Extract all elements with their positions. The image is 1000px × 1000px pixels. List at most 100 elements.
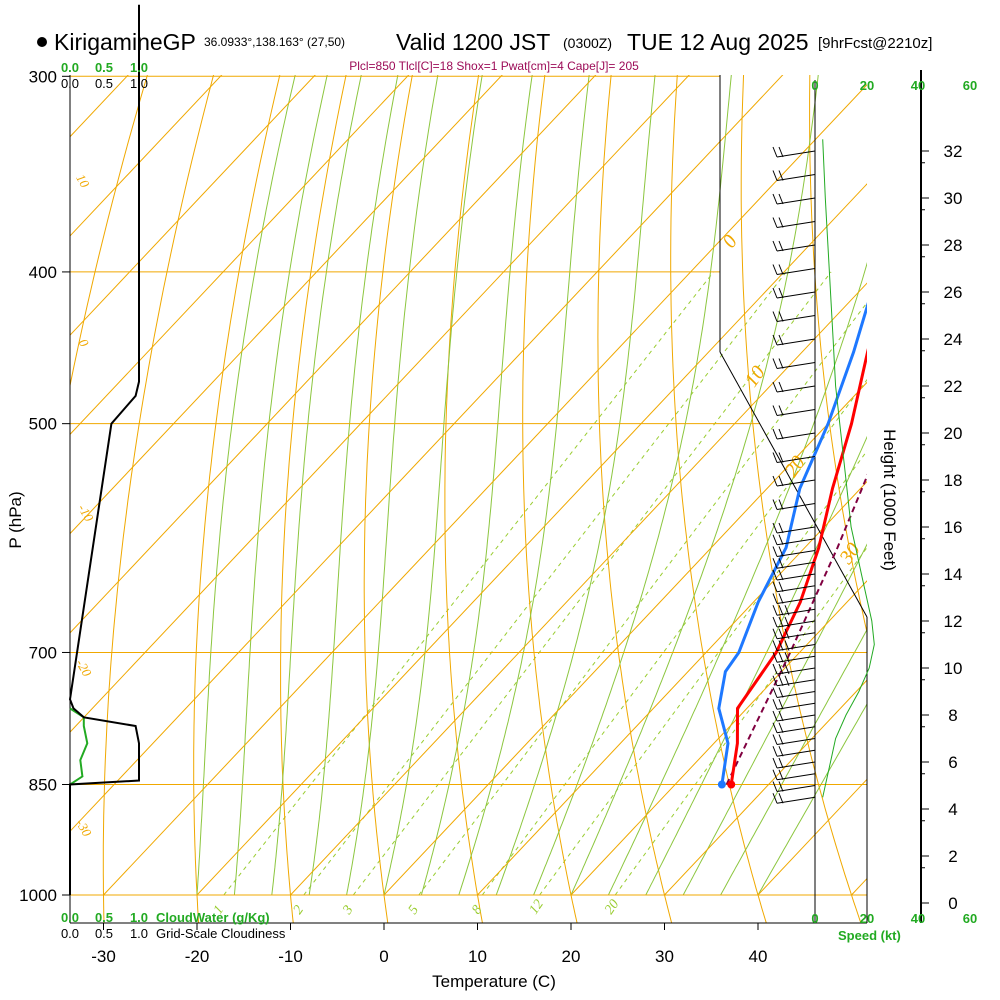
wind-barb — [772, 170, 816, 181]
dry-adiabat-line — [70, 75, 148, 389]
wind-barb-flag — [778, 628, 784, 639]
wind-barb-flag — [778, 405, 784, 416]
dry-adiabat-line — [280, 75, 347, 923]
pressure-tick-label: 500 — [29, 415, 57, 434]
wind-barb — [772, 217, 816, 228]
height-tick-label: 26 — [944, 283, 963, 302]
wind-barb-shaft — [776, 749, 816, 757]
isotherm-line — [570, 580, 867, 896]
y-axis-label: P (hPa) — [6, 491, 25, 548]
speed-bottom-tick: 40 — [911, 911, 925, 926]
wind-barb-flag — [772, 640, 778, 651]
height-tick-label: 4 — [948, 800, 957, 819]
wind-barb-shaft — [776, 538, 816, 546]
wind-barb-flag — [778, 522, 784, 534]
dry-adiabats — [70, 0, 1000, 928]
speed-bottom-tick: 60 — [963, 911, 977, 926]
height-tick-label: 6 — [948, 753, 957, 772]
wind-barb-flag — [772, 734, 778, 745]
isotherm-line — [70, 75, 223, 237]
station-name: KirigamineGP — [54, 29, 196, 55]
dry-adiabat-line — [102, 75, 215, 923]
isobars — [70, 75, 867, 896]
isotherm-label: 0 — [76, 336, 92, 350]
wind-barb — [772, 628, 816, 640]
wind-barb-flag — [778, 675, 784, 686]
dry-adiabat-line — [809, 75, 867, 635]
wind-barb-flag — [778, 499, 784, 510]
wind-barb-flag — [778, 699, 784, 710]
wind-barb-shaft — [776, 526, 816, 534]
wind-barb-shaft — [776, 432, 816, 440]
top-cloud-tick: 1.0 — [130, 76, 148, 91]
wind-barb — [772, 334, 816, 346]
mixing-ratio-labels: 1 2 3 5 8 12 20 — [211, 897, 623, 918]
height-tick-label: 20 — [944, 424, 963, 443]
wind-barb-flag — [772, 452, 778, 463]
wind-barb-flag — [772, 757, 778, 769]
speed-bottom-tick: 20 — [860, 911, 874, 926]
wind-barb-flag — [778, 287, 784, 299]
height-tick-label: 12 — [944, 612, 963, 631]
moist-adiabat-line — [607, 261, 867, 896]
wind-barb-shaft — [776, 796, 816, 804]
cloud-profiles — [68, 4, 140, 895]
wind-barb-shaft — [776, 244, 816, 252]
wind-barb — [772, 287, 816, 299]
station-coords: 36.0933°,138.163° (27,50) — [204, 35, 345, 49]
wind-barbs — [772, 146, 816, 804]
sounding-profiles — [717, 302, 867, 789]
wind-barb — [772, 522, 816, 534]
isotherm-label: -30 — [73, 816, 95, 839]
wind-barb-flag — [772, 170, 778, 181]
dry-adiabat-line — [940, 0, 1000, 928]
wind-barb-flag — [778, 687, 784, 698]
wind-barb-flag — [772, 581, 778, 592]
pressure-tick-label: 400 — [29, 263, 57, 282]
wind-barb-flag — [772, 522, 778, 534]
mixing-ratio-line — [303, 271, 787, 896]
wind-barb-shaft — [776, 679, 816, 687]
wind-barb — [772, 499, 816, 510]
wind-barb-flag — [772, 193, 778, 205]
wind-barb-shaft — [776, 620, 816, 628]
pressure-axis-ticks: 2503004005007008501000 — [19, 67, 70, 905]
wind-barb-flag — [778, 428, 784, 440]
mixing-ratio-label: 3 — [340, 903, 357, 918]
wind-barb-flag — [778, 769, 784, 780]
height-tick-label: 32 — [944, 142, 963, 161]
isotherm-line — [196, 183, 867, 896]
dry-adiabat-line — [670, 75, 767, 923]
x-tick-label: -20 — [185, 947, 210, 966]
wind-barb-shaft — [776, 268, 816, 275]
wind-barb-flag — [772, 769, 778, 780]
dry-adiabat-line — [522, 75, 578, 923]
wind-barb-shaft — [776, 338, 816, 346]
speed-top-tick: 20 — [860, 78, 874, 93]
height-tick-label: 0 — [948, 894, 957, 913]
wind-barb-flag — [778, 146, 784, 158]
moist-adiabat-line — [720, 628, 867, 896]
wind-barb-flag — [784, 640, 790, 651]
wind-barb — [772, 616, 816, 628]
cloudwater-line — [69, 707, 89, 895]
wind-barb-flag — [778, 734, 784, 745]
wind-barb-flag — [772, 334, 778, 346]
temperature-line — [729, 348, 867, 785]
wind-barb-shaft — [776, 738, 816, 745]
wind-barb-flag — [772, 746, 778, 757]
wind-barb-flag — [778, 616, 784, 628]
valid-date: TUE 12 Aug 2025 — [627, 29, 809, 55]
dewpoint-line — [717, 302, 867, 785]
height-tick-label: 28 — [944, 236, 963, 255]
isotherms — [70, 75, 867, 896]
wind-barb-flag — [778, 652, 784, 663]
moist-adiabat-line — [196, 75, 296, 896]
wind-barb-flag — [772, 358, 778, 369]
wind-barb-shaft — [776, 632, 816, 640]
x-tick-label: 0 — [379, 947, 388, 966]
moist-adiabat-line — [346, 75, 439, 896]
wind-barb — [772, 652, 816, 663]
mixing-ratio-label: 12 — [527, 897, 547, 917]
wind-barb-flag — [772, 287, 778, 299]
